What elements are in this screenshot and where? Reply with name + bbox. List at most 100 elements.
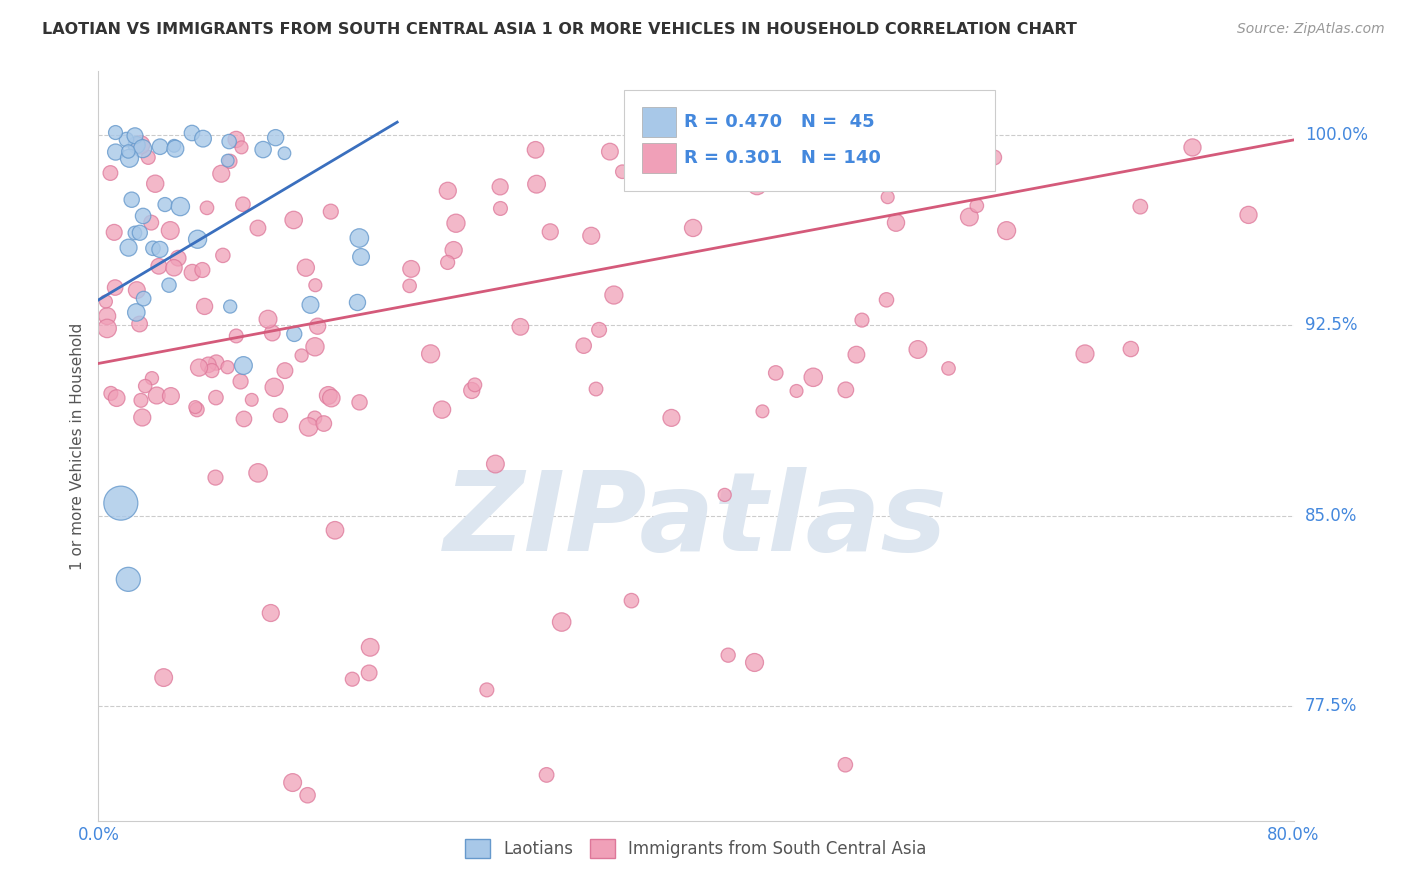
Point xyxy=(159,223,181,237)
Point xyxy=(134,379,156,393)
Point xyxy=(232,359,254,373)
Point xyxy=(524,143,547,157)
Point xyxy=(350,250,373,264)
Point xyxy=(291,349,314,363)
Point xyxy=(104,280,127,294)
Point xyxy=(117,572,139,586)
Point xyxy=(983,151,1005,165)
Point xyxy=(232,412,254,426)
Point xyxy=(219,300,242,314)
Point xyxy=(443,243,465,257)
Point xyxy=(148,259,170,273)
Point xyxy=(191,263,214,277)
Point xyxy=(232,197,254,211)
Point xyxy=(252,143,274,157)
Point xyxy=(141,371,163,385)
Point xyxy=(231,140,253,154)
Point xyxy=(188,360,211,375)
Point xyxy=(316,388,339,402)
Point xyxy=(105,391,128,405)
Point xyxy=(304,411,326,425)
Point xyxy=(966,199,988,213)
Point xyxy=(464,377,486,392)
Point xyxy=(717,648,740,662)
Point xyxy=(165,142,187,156)
Point xyxy=(117,241,139,255)
Point xyxy=(163,138,186,153)
Point xyxy=(191,131,214,145)
Legend: Laotians, Immigrants from South Central Asia: Laotians, Immigrants from South Central … xyxy=(458,832,934,864)
Point xyxy=(526,177,548,191)
Point xyxy=(149,139,172,153)
Point xyxy=(786,384,808,398)
Point xyxy=(205,391,228,405)
Point xyxy=(218,135,240,149)
Point xyxy=(744,656,766,670)
Point xyxy=(145,388,167,402)
Point xyxy=(307,319,329,334)
Point xyxy=(603,288,626,302)
Point xyxy=(132,209,155,223)
Point xyxy=(141,216,163,230)
Point xyxy=(186,402,208,417)
Point xyxy=(247,466,270,480)
Point xyxy=(1129,200,1152,214)
Point xyxy=(851,313,873,327)
Point xyxy=(262,326,284,340)
Point xyxy=(117,145,139,159)
Point xyxy=(359,665,381,680)
Point xyxy=(240,392,263,407)
Point xyxy=(128,226,150,240)
Point xyxy=(620,593,643,607)
Point xyxy=(121,193,143,207)
Point xyxy=(599,145,621,159)
Point xyxy=(713,488,735,502)
Point xyxy=(263,380,285,394)
Point xyxy=(103,225,125,239)
Point xyxy=(304,278,326,293)
Point xyxy=(342,672,364,686)
Point xyxy=(550,615,572,629)
Point xyxy=(461,384,484,398)
Point xyxy=(297,789,319,803)
Point xyxy=(136,150,159,164)
Text: R = 0.301   N = 140: R = 0.301 N = 140 xyxy=(685,149,882,167)
FancyBboxPatch shape xyxy=(643,107,676,137)
Point xyxy=(957,210,980,224)
Text: Source: ZipAtlas.com: Source: ZipAtlas.com xyxy=(1237,22,1385,37)
Point xyxy=(110,496,132,510)
Point xyxy=(346,295,368,310)
Point xyxy=(298,420,321,434)
Point xyxy=(160,389,183,403)
Point xyxy=(149,243,172,257)
Point xyxy=(96,309,118,323)
Point xyxy=(283,213,305,227)
Point xyxy=(197,358,219,372)
Point xyxy=(299,298,322,312)
Point xyxy=(588,323,610,337)
Point xyxy=(436,255,458,269)
Point xyxy=(167,251,190,265)
Point xyxy=(132,292,155,306)
Point xyxy=(143,177,166,191)
Point xyxy=(581,228,603,243)
Point xyxy=(125,138,148,153)
Point xyxy=(995,224,1018,238)
Point xyxy=(398,278,420,293)
Point xyxy=(484,457,506,471)
Text: 92.5%: 92.5% xyxy=(1305,317,1357,334)
Point xyxy=(359,640,381,655)
Point xyxy=(319,204,342,219)
Point xyxy=(876,190,898,204)
Point xyxy=(153,197,176,211)
Text: 77.5%: 77.5% xyxy=(1305,698,1357,715)
Text: 85.0%: 85.0% xyxy=(1305,507,1357,524)
Point xyxy=(246,221,269,235)
Point xyxy=(884,216,907,230)
Point xyxy=(219,154,242,169)
Point xyxy=(94,294,117,309)
Point xyxy=(131,142,153,156)
Point xyxy=(304,340,326,354)
Point xyxy=(509,319,531,334)
Point xyxy=(124,128,146,143)
